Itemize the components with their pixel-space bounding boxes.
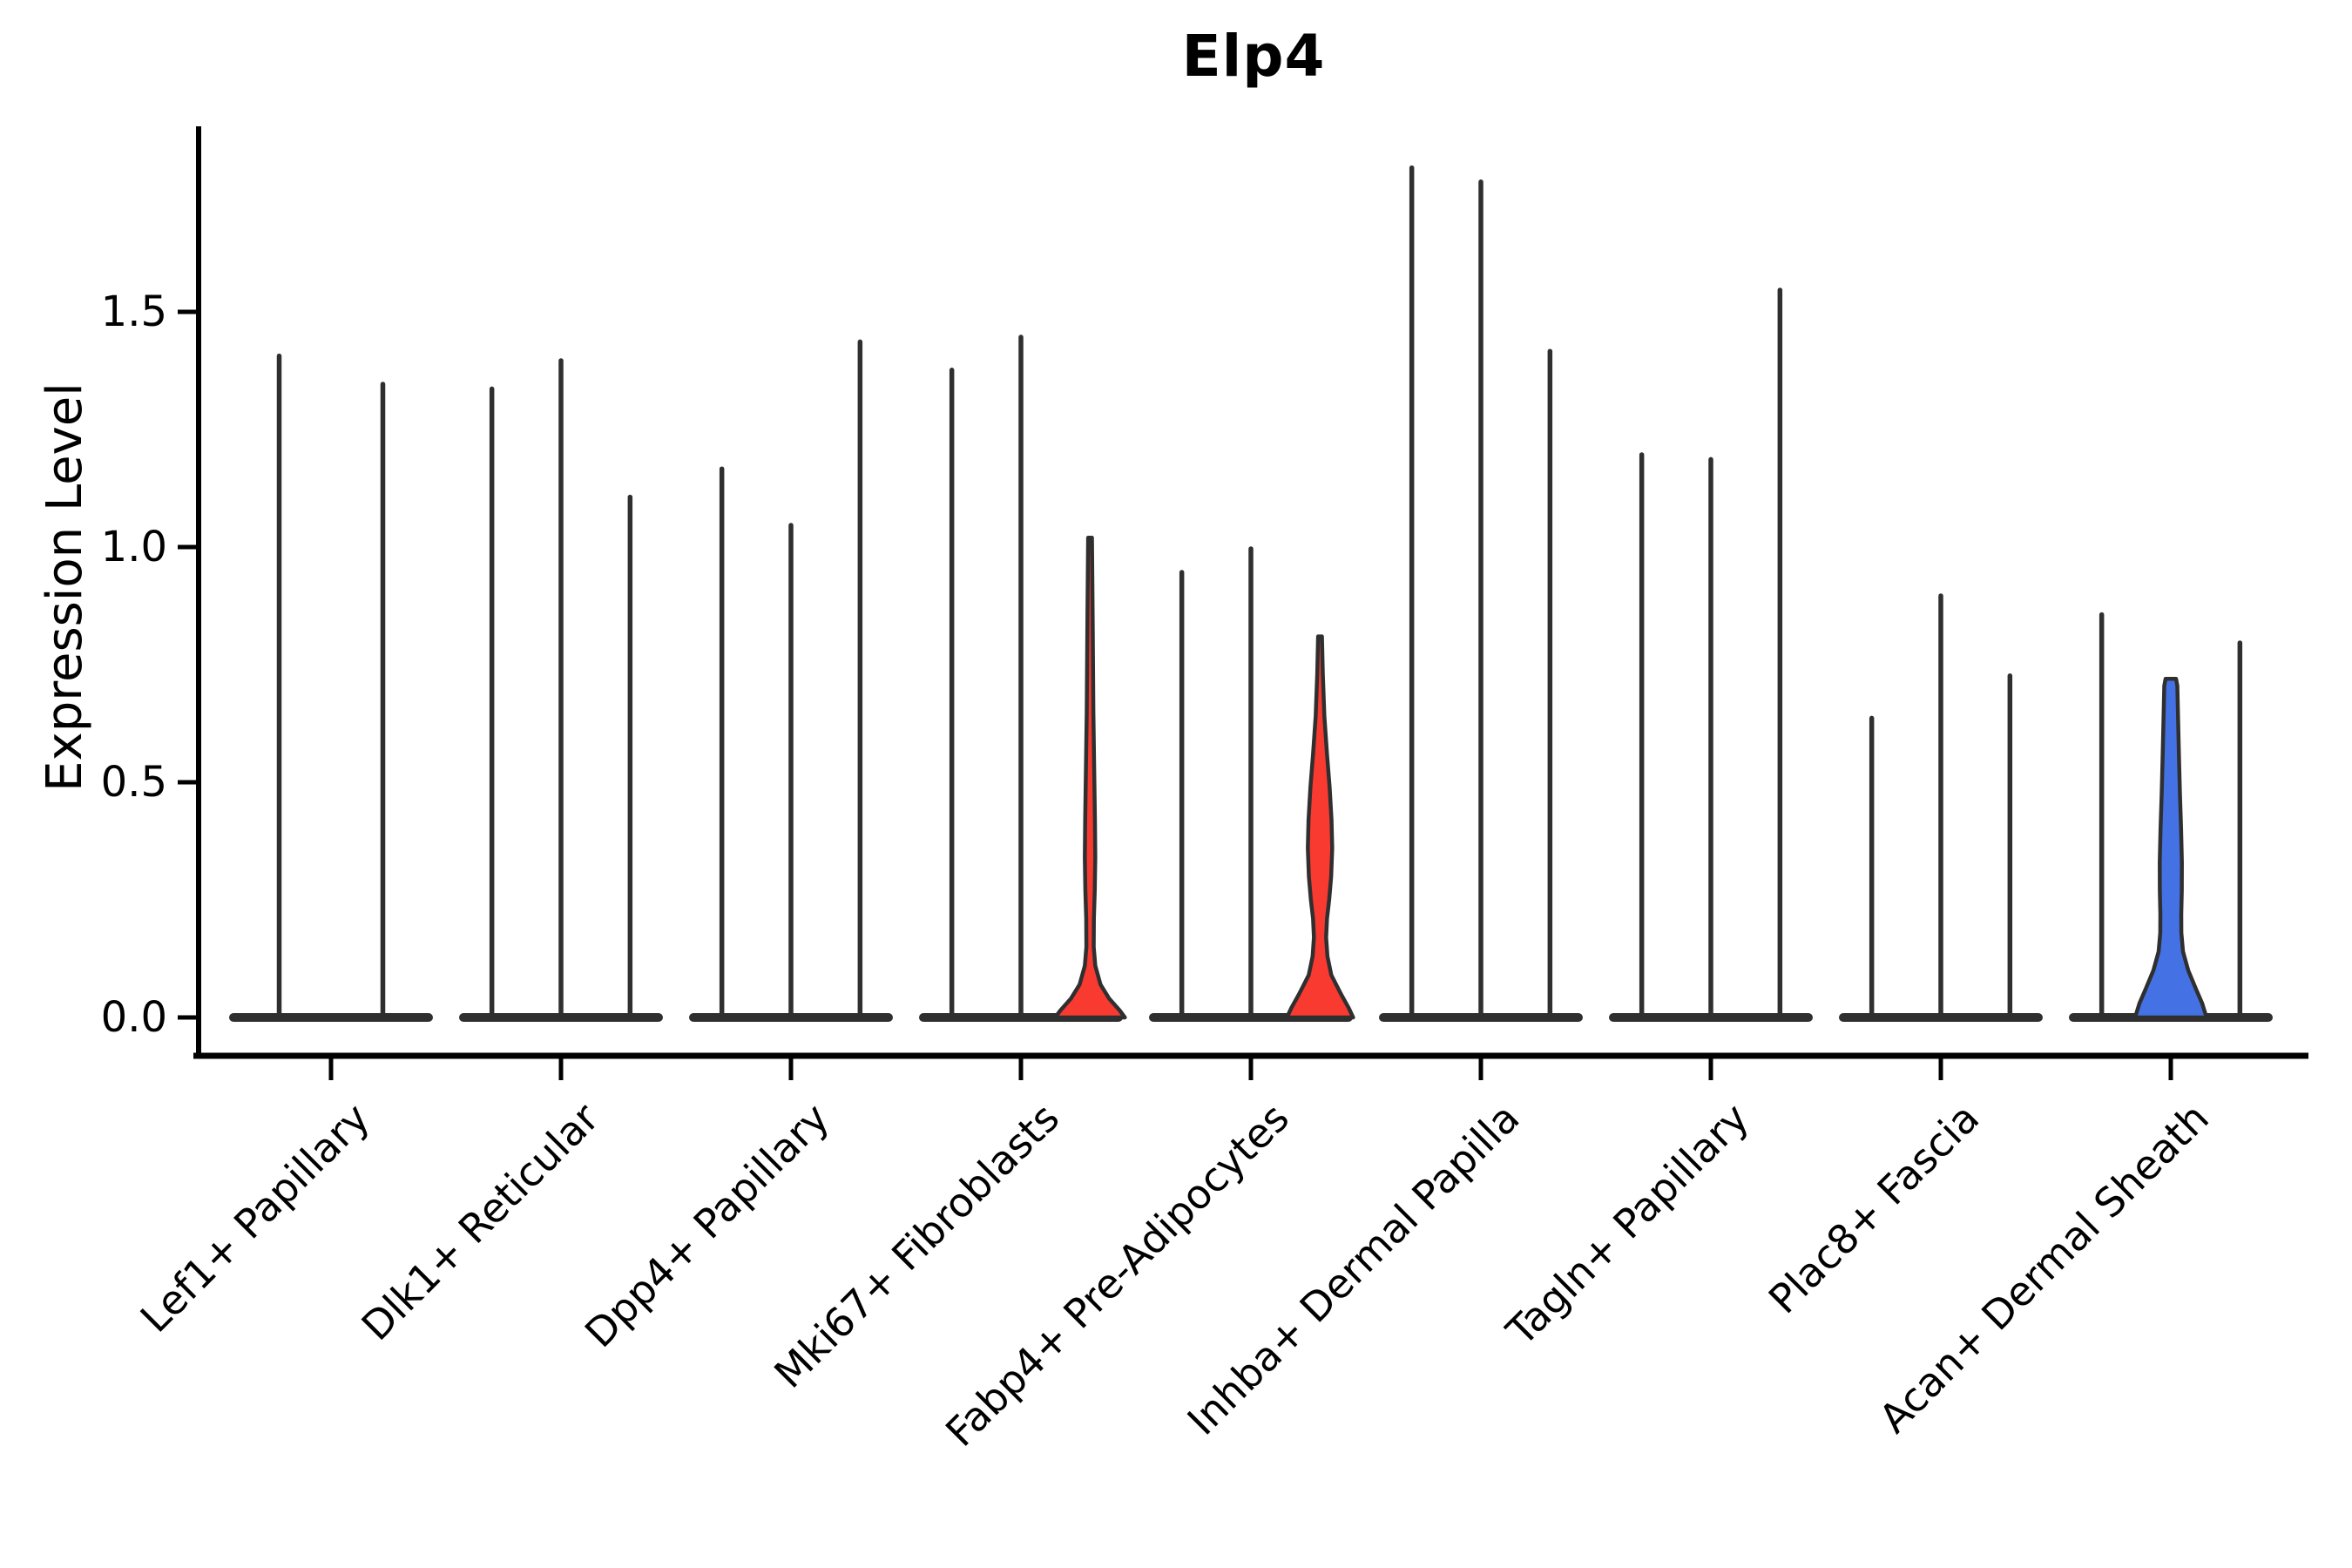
chart-title: Elp4 (1181, 23, 1326, 90)
y-tick-label: 0.5 (100, 758, 167, 807)
violin-shape (1285, 634, 1355, 1020)
y-tick-label: 1.5 (100, 287, 167, 336)
y-tick-label: 0.0 (100, 993, 167, 1042)
y-axis-label: Expression Level (37, 382, 93, 792)
violin-base (229, 1013, 433, 1022)
violin-shape (2132, 676, 2209, 1020)
y-tick-label: 1.0 (100, 523, 167, 571)
violin-shape (1053, 535, 1127, 1020)
